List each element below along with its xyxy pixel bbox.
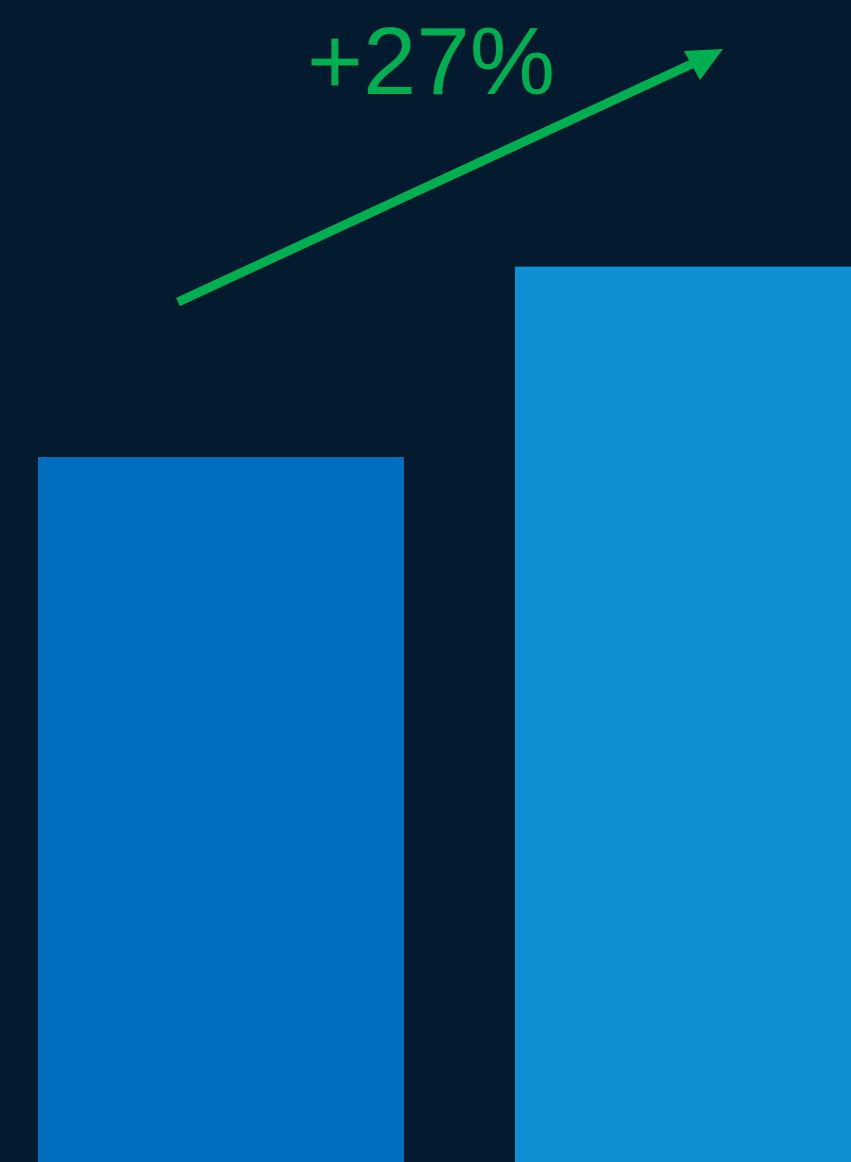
growth-arrow-head: [684, 49, 723, 80]
growth-annotation: +27%: [176, 8, 723, 307]
bars-group: [38, 266, 851, 1162]
bar-1: [38, 457, 404, 1162]
growth-percent-label: +27%: [307, 8, 555, 115]
bar-2: [515, 266, 851, 1162]
growth-arrow-line: [176, 57, 698, 307]
